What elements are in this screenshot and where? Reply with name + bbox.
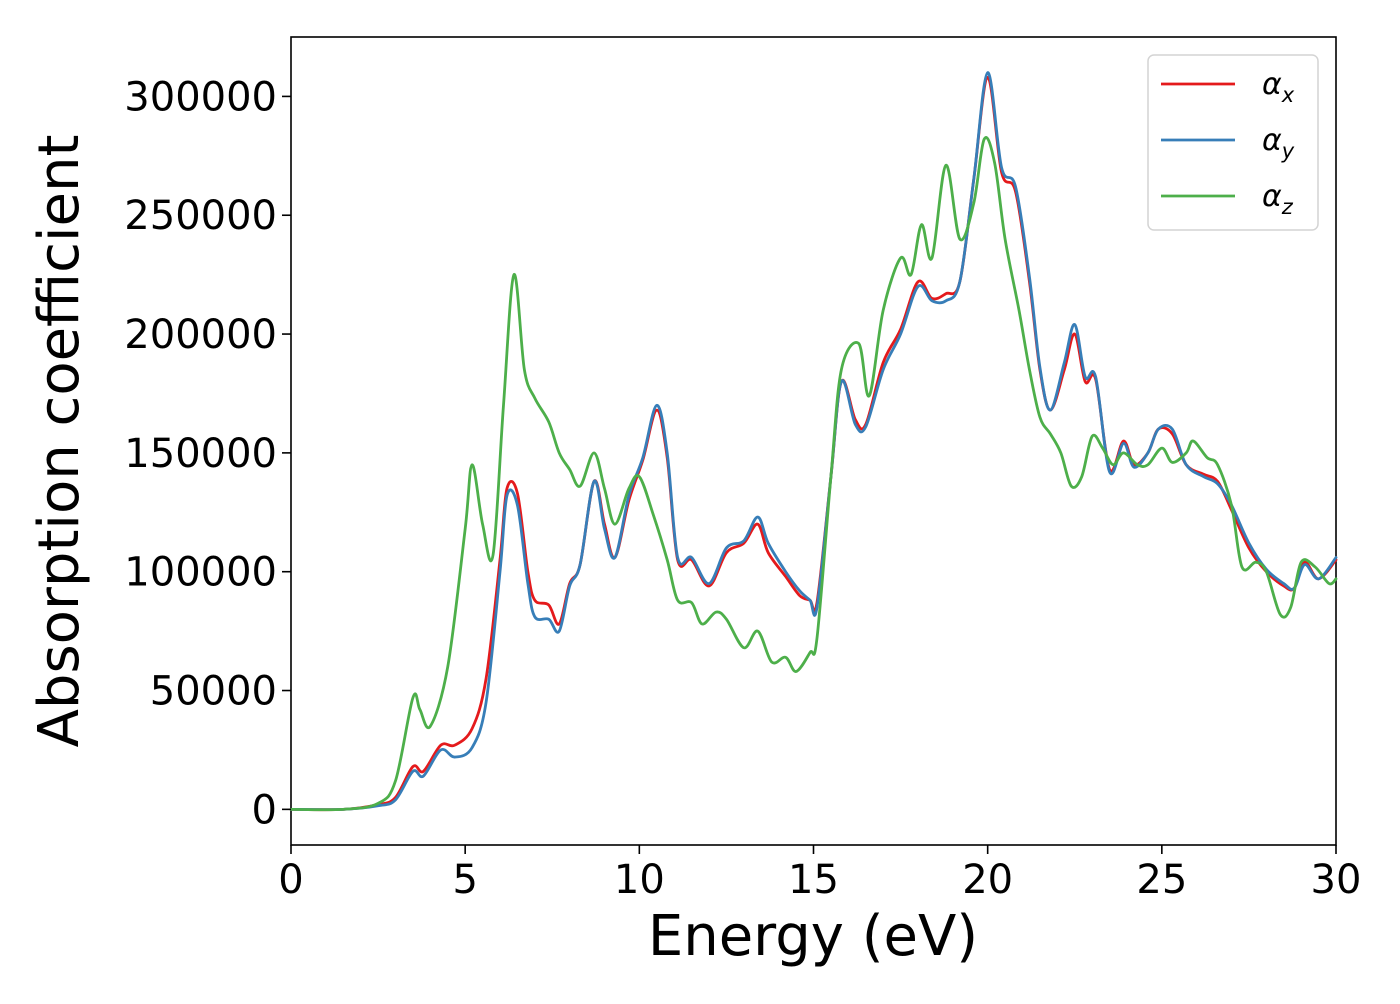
x-tick-label: 25 (1136, 857, 1187, 903)
x-tick-label: 0 (278, 857, 303, 903)
series-layer (289, 71, 1338, 812)
y-tick-label: 0 (252, 787, 277, 833)
y-tick-label: 100000 (124, 550, 277, 596)
legend: αx αy αz (1147, 54, 1319, 231)
x-tick-label: 20 (962, 857, 1013, 903)
y-tick-label: 200000 (124, 312, 277, 358)
y-tick-label: 250000 (124, 193, 277, 239)
legend-label-x: αx (1262, 67, 1295, 107)
y-axis-title: Absorption coefficient (27, 135, 92, 748)
x-axis-title: Energy (eV) (648, 904, 978, 969)
y-tick-label: 150000 (124, 431, 277, 477)
y-axis: 0 50000 100000 150000 200000 250000 300000 (124, 74, 291, 833)
x-tick-label: 30 (1311, 857, 1362, 903)
x-axis: 0 5 10 15 20 25 30 (278, 845, 1361, 903)
legend-items: αx αy αz (1161, 67, 1295, 219)
legend-box (1147, 54, 1319, 231)
x-tick-label: 15 (788, 857, 839, 903)
y-tick-label: 300000 (124, 74, 277, 120)
y-tick-label: 50000 (150, 669, 277, 715)
x-tick-label: 10 (614, 857, 665, 903)
legend-label-z: αz (1262, 179, 1294, 219)
x-tick-label: 5 (452, 857, 477, 903)
legend-label-y: αy (1262, 123, 1295, 163)
series-line-z (289, 136, 1338, 812)
